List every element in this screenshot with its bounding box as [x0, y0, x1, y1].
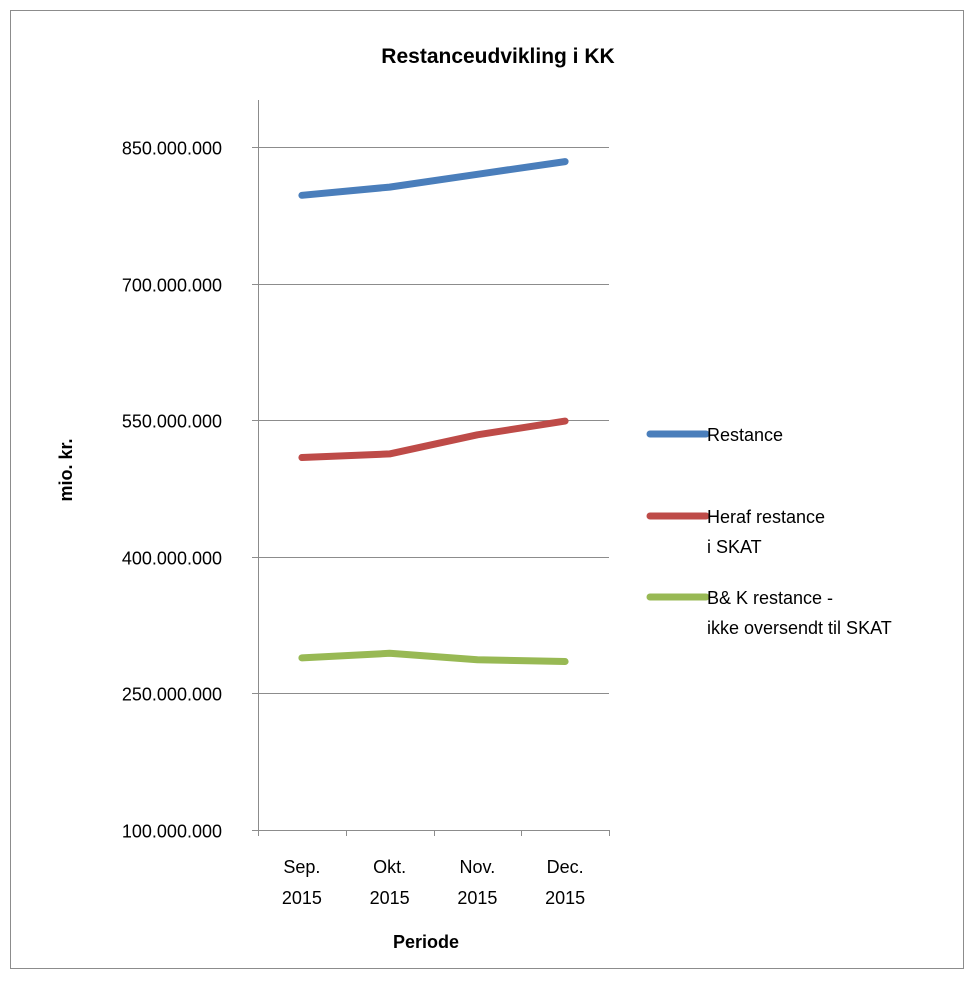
x-tick-label: Okt.	[373, 857, 406, 877]
x-tick-label: 2015	[282, 888, 322, 908]
legend-label: ikke oversendt til SKAT	[707, 618, 892, 638]
x-tick-label: Nov.	[460, 857, 496, 877]
x-tick-label: Dec.	[547, 857, 584, 877]
x-axis-label: Periode	[393, 932, 459, 952]
x-tick-label: 2015	[457, 888, 497, 908]
x-tick-label: 2015	[545, 888, 585, 908]
chart-title: Restanceudvikling i KK	[381, 45, 614, 68]
x-tick-label: 2015	[370, 888, 410, 908]
y-tick-label: 400.000.000	[122, 549, 222, 569]
y-tick-label: 850.000.000	[122, 139, 222, 159]
y-tick-label: 700.000.000	[122, 276, 222, 296]
y-tick-label: 100.000.000	[122, 822, 222, 842]
y-tick-label: 550.000.000	[122, 412, 222, 432]
legend-label: i SKAT	[707, 537, 762, 557]
legend-label: B& K restance -	[707, 588, 833, 608]
y-tick-label: 250.000.000	[122, 685, 222, 705]
legend-label: Restance	[707, 425, 783, 445]
legend-label: Heraf restance	[707, 507, 825, 527]
y-axis-label: mio. kr.	[56, 438, 76, 501]
x-tick-label: Sep.	[283, 857, 320, 877]
